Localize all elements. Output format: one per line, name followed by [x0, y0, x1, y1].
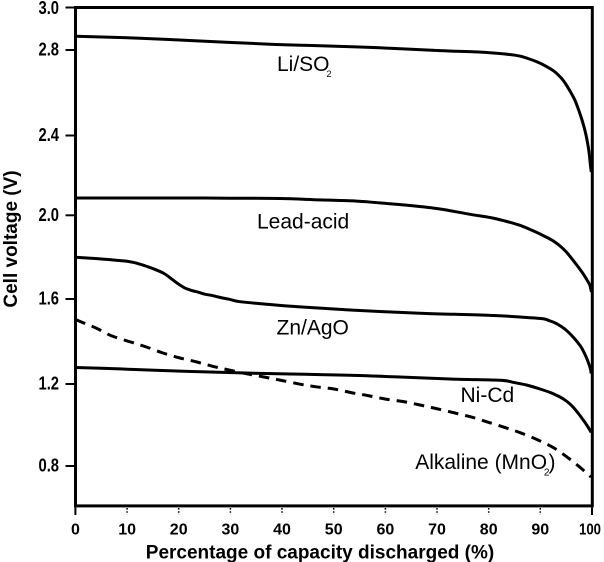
svg-text:30: 30	[222, 522, 240, 539]
svg-text:2: 2	[544, 468, 550, 479]
svg-text:40: 40	[273, 522, 291, 539]
svg-text:2: 2	[327, 69, 332, 79]
svg-text:Zn/AgO: Zn/AgO	[277, 317, 349, 340]
svg-text:70: 70	[428, 522, 446, 539]
svg-text:80: 80	[480, 522, 498, 539]
svg-text:10: 10	[118, 522, 136, 539]
svg-text:20: 20	[170, 522, 188, 539]
svg-text:Alkaline (MnO: Alkaline (MnO	[415, 451, 547, 474]
svg-text:60: 60	[377, 522, 395, 539]
svg-text:2.0: 2.0	[39, 205, 60, 225]
svg-text:Lead-acid: Lead-acid	[257, 211, 349, 234]
svg-text:): )	[549, 451, 556, 474]
svg-text:1.2: 1.2	[39, 374, 60, 394]
svg-text:2.4: 2.4	[39, 125, 60, 145]
svg-text:90: 90	[531, 522, 549, 539]
svg-text:100: 100	[579, 522, 601, 539]
svg-text:Li/SO: Li/SO	[277, 53, 330, 76]
svg-text:1.6: 1.6	[39, 289, 60, 309]
svg-text:Percentage of capacity dischar: Percentage of capacity discharged (%)	[146, 543, 494, 562]
svg-text:50: 50	[325, 522, 343, 539]
svg-text:0: 0	[71, 522, 80, 539]
svg-text:3.0: 3.0	[39, 0, 60, 18]
svg-text:2.8: 2.8	[39, 40, 60, 60]
svg-text:Ni-Cd: Ni-Cd	[461, 384, 515, 407]
svg-text:0.8: 0.8	[39, 456, 60, 476]
svg-text:Cell voltage (V): Cell voltage (V)	[1, 170, 22, 307]
